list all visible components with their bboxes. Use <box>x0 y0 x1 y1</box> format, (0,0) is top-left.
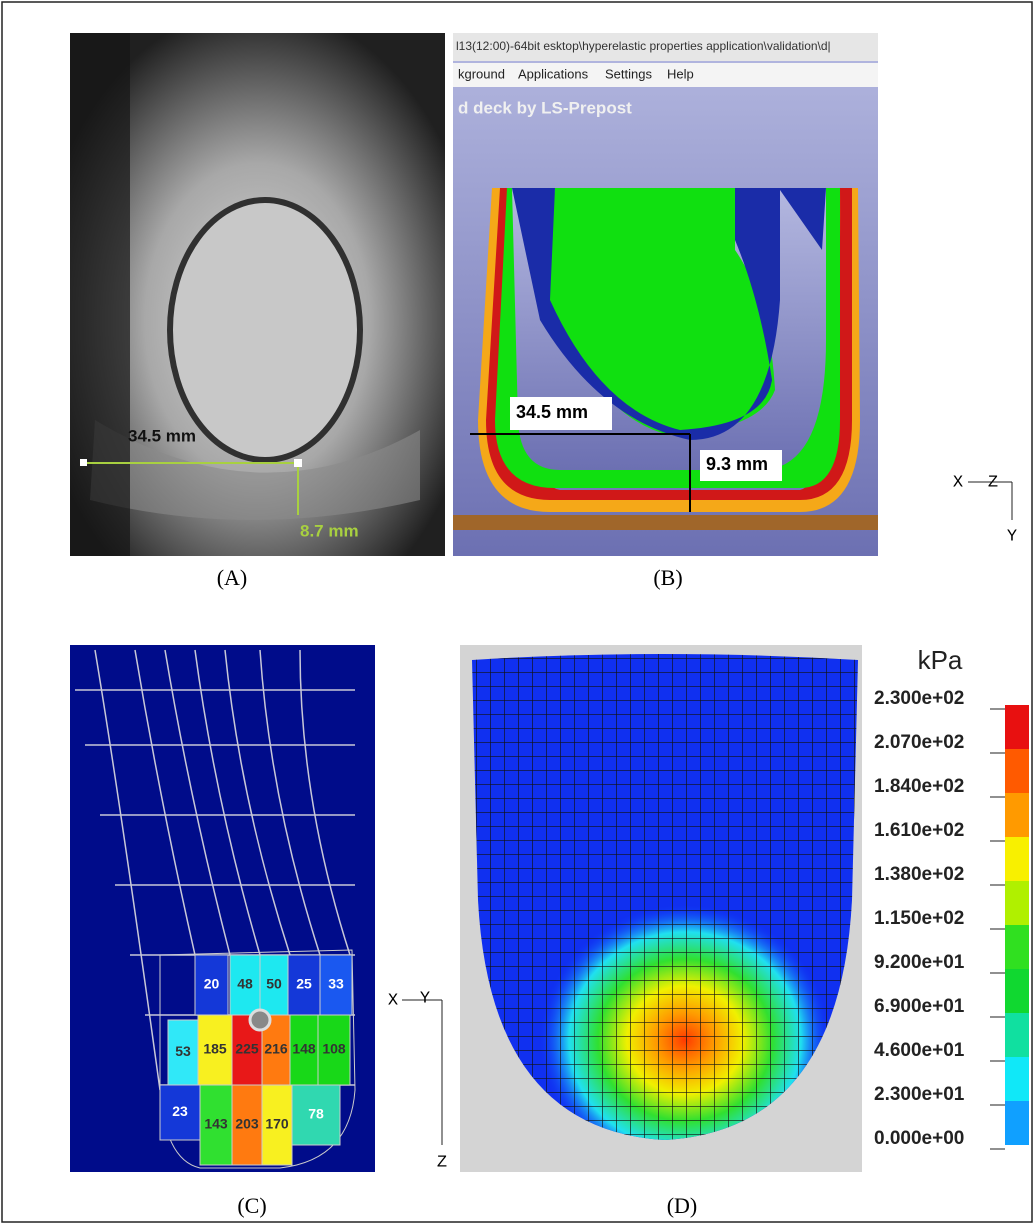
panel-a: 34.5 mm 8.7 mm <box>70 33 445 556</box>
axis-z: Z <box>437 1153 447 1172</box>
colorbar-segment <box>1005 793 1029 837</box>
caption: d deck by LS-Prepost <box>458 98 632 117</box>
figure: 34.5 mm 8.7 mm (A) l13(12:00)-64bit eskt… <box>0 0 1034 1224</box>
probe-marker <box>250 1010 270 1030</box>
cell-value: 78 <box>308 1106 324 1122</box>
colorbar-segment <box>1005 881 1029 925</box>
panel-label: (C) <box>237 1193 266 1218</box>
axis-y: Y <box>1007 527 1017 546</box>
width-label: 34.5 mm <box>128 426 196 445</box>
cell-value: 20 <box>204 976 220 992</box>
menu-item: Applications <box>518 66 589 81</box>
width-label: 34.5 mm <box>516 402 588 422</box>
cell-value: 33 <box>328 976 344 992</box>
panel-label: (A) <box>217 565 248 590</box>
colorbar-label: 2.300e+01 <box>874 1084 965 1105</box>
menu-item: Help <box>667 66 694 81</box>
colorbar-segment <box>1005 969 1029 1013</box>
cell-value: 143 <box>204 1116 228 1132</box>
title-bar: l13(12:00)-64bit esktop\hyperelastic pro… <box>456 39 831 53</box>
colorbar-segment <box>1005 705 1029 749</box>
cell-value: 203 <box>235 1116 259 1132</box>
axis-x: X <box>953 473 963 492</box>
cell-value: 48 <box>237 976 253 992</box>
colorbar-label: 0.000e+00 <box>874 1128 964 1149</box>
panel-label: (D) <box>667 1193 698 1218</box>
menu-item: Settings <box>605 66 652 81</box>
colorbar-label: 4.600e+01 <box>874 1040 965 1061</box>
axis-x: X <box>388 991 398 1010</box>
colorbar-label: 1.610e+02 <box>874 820 964 841</box>
panel-label: (B) <box>653 565 682 590</box>
colorbar-label: 9.200e+01 <box>874 952 965 973</box>
axis-y: Y <box>420 989 430 1008</box>
colorbar-label: 1.380e+02 <box>874 864 964 885</box>
colorbar-segment <box>1005 837 1029 881</box>
colorbar-segment <box>1005 1101 1029 1145</box>
colorbar-segment <box>1005 749 1029 793</box>
cell-value: 108 <box>322 1041 346 1057</box>
cell-value: 53 <box>175 1043 191 1059</box>
cell-value: 23 <box>172 1103 188 1119</box>
colorbar-label: 2.070e+02 <box>874 732 964 753</box>
colorbar-label: 6.900e+01 <box>874 996 965 1017</box>
colorbar-segment <box>1005 1057 1029 1101</box>
colorbar-label: 2.300e+02 <box>874 688 964 709</box>
cell-value: 170 <box>265 1116 289 1132</box>
cell-value: 50 <box>266 976 282 992</box>
cell-value: 216 <box>264 1041 288 1057</box>
panel-b: l13(12:00)-64bit esktop\hyperelastic pro… <box>453 33 878 556</box>
colorbar-segment <box>1005 1013 1029 1057</box>
cell-value: 25 <box>296 976 312 992</box>
thickness-label: 8.7 mm <box>300 521 359 540</box>
axis-triad: X Y Z <box>388 989 447 1172</box>
colorbar-label: 1.840e+02 <box>874 776 964 797</box>
cell-value: 185 <box>203 1041 227 1057</box>
menu-item: kground <box>458 66 505 81</box>
axis-triad: X Z Y <box>953 473 1017 546</box>
colorbar-label: 1.150e+02 <box>874 908 964 929</box>
panel-d: 2.300e+02 2.070e+02 1.840e+02 1.610e+02 1.38… <box>460 645 1029 1175</box>
colorbar-segment <box>1005 925 1029 969</box>
cell-value: 148 <box>292 1041 316 1057</box>
unit: kPa <box>918 645 963 675</box>
axis-z: Z <box>988 473 998 492</box>
cell-value: 225 <box>235 1041 259 1057</box>
thickness-label: 9.3 mm <box>706 454 768 474</box>
